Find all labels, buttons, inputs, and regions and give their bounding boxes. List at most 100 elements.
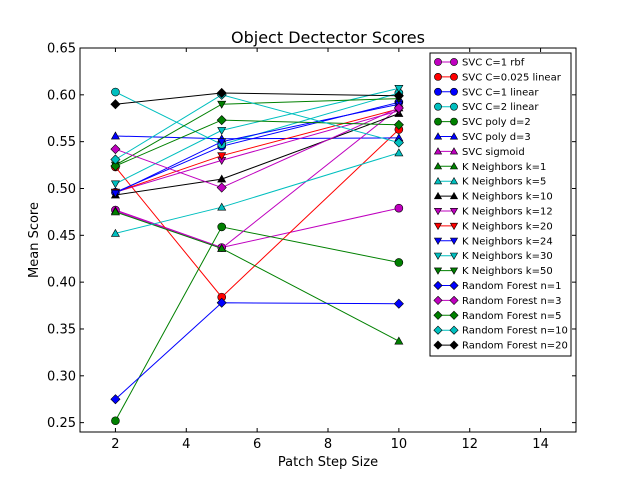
series-line	[115, 211, 400, 342]
legend-label: K Neighbors k=12	[462, 207, 553, 218]
data-point	[110, 131, 120, 140]
data-point	[111, 87, 120, 97]
legend-entry: SVC C=0.025 linear	[434, 72, 562, 83]
legend-label: K Neighbors k=30	[462, 251, 553, 262]
y-tick-label: 0.25	[47, 416, 76, 431]
legend-entry: K Neighbors k=50	[433, 266, 553, 277]
series-random-forest-n-20	[110, 87, 404, 110]
legend-marker	[433, 222, 443, 231]
legend-marker	[434, 102, 442, 111]
legend-marker	[449, 176, 459, 185]
legend-marker	[433, 252, 443, 260]
legend-entry: K Neighbors k=5	[433, 176, 546, 188]
data-point	[110, 144, 121, 155]
x-tick-label: 10	[391, 437, 408, 452]
y-tick-label: 0.65	[47, 42, 76, 57]
data-point	[110, 154, 121, 165]
series-random-forest-n-5	[110, 115, 404, 172]
series-k-neighbors-k-20	[110, 105, 404, 197]
data-point	[393, 90, 404, 101]
legend-label: SVC C=2 linear	[462, 102, 539, 113]
legend-label: K Neighbors k=50	[462, 266, 553, 277]
y-tick-label: 0.30	[47, 369, 76, 384]
legend-marker	[449, 267, 459, 275]
series-line	[115, 129, 400, 298]
data-point	[110, 228, 120, 237]
legend-marker	[433, 191, 443, 200]
legend-marker	[449, 295, 459, 305]
legend-marker	[433, 267, 443, 275]
legend: SVC C=1 rbf SVC C=0.025 linear SVC C=1 lin…	[429, 52, 572, 357]
data-point	[110, 189, 120, 198]
series-line	[115, 207, 400, 249]
y-tick-label: 0.60	[47, 88, 76, 103]
x-axis-label: Patch Step Size	[278, 455, 378, 470]
legend-label: SVC poly d=2	[462, 117, 531, 128]
series-k-neighbors-k-1	[110, 207, 404, 345]
legend-label: K Neighbors k=20	[462, 221, 553, 232]
series-random-forest-n-10	[110, 89, 404, 165]
data-point	[217, 138, 227, 147]
legend-marker	[433, 147, 443, 155]
data-point	[110, 180, 120, 189]
legend-marker	[449, 132, 459, 140]
legend-marker	[449, 252, 459, 260]
legend-label: K Neighbors k=1	[462, 162, 546, 173]
data-point	[217, 174, 227, 183]
y-tick-label: 0.40	[47, 276, 76, 291]
series-k-neighbors-k-5	[110, 148, 404, 237]
data-point	[394, 336, 404, 345]
x-tick-label: 2	[111, 437, 119, 452]
series-k-neighbors-k-30	[110, 84, 404, 189]
legend-entry: SVC sigmoid	[433, 147, 525, 158]
data-point	[394, 203, 404, 213]
legend-marker	[433, 237, 443, 246]
legend-entry: K Neighbors k=12	[433, 207, 553, 218]
legend-label: SVC poly d=3	[462, 132, 531, 143]
legend-marker	[449, 237, 459, 246]
legend-marker	[433, 280, 443, 291]
legend-marker	[433, 340, 443, 350]
data-point	[217, 152, 227, 161]
legend-marker	[449, 162, 459, 170]
legend-marker	[450, 87, 458, 96]
y-tick-label: 0.55	[47, 135, 76, 150]
legend-entry: SVC C=2 linear	[434, 102, 539, 113]
data-point	[111, 416, 120, 426]
series-k-neighbors-k-10	[110, 108, 404, 199]
x-tick-label: 12	[461, 437, 478, 452]
legend-marker	[450, 117, 458, 126]
y-tick-label: 0.45	[47, 229, 76, 244]
x-tick-label: 6	[253, 437, 261, 452]
legend-entry: Random Forest n=10	[433, 325, 568, 337]
legend-marker	[449, 325, 459, 335]
data-point	[217, 127, 227, 136]
legend-marker	[433, 310, 443, 320]
legend-marker	[449, 147, 459, 155]
legend-marker	[450, 102, 458, 111]
legend-marker	[450, 58, 458, 66]
legend-entry: K Neighbors k=30	[433, 251, 553, 262]
legend-label: K Neighbors k=10	[462, 192, 553, 203]
legend-label: K Neighbors k=5	[462, 177, 546, 188]
series-svc-c-0-025-linear	[111, 125, 404, 302]
legend-label: Random Forest n=1	[462, 281, 562, 292]
legend-marker	[433, 208, 443, 216]
legend-entry: Random Forest n=20	[433, 340, 568, 352]
legend-marker	[449, 310, 459, 320]
legend-marker	[434, 73, 442, 81]
legend-entry: SVC poly d=3	[433, 132, 531, 143]
legend-entry: K Neighbors k=24	[433, 236, 553, 247]
data-point	[110, 160, 121, 172]
y-tick-label: 0.35	[47, 322, 76, 337]
series-line	[115, 110, 400, 193]
series-svc-poly-d-2	[111, 222, 404, 426]
legend-marker	[450, 73, 458, 81]
series-line	[114, 226, 399, 422]
legend-marker	[434, 58, 442, 66]
series-line	[115, 98, 399, 166]
legend-marker	[433, 132, 443, 140]
data-point	[216, 87, 227, 98]
data-point	[110, 394, 121, 405]
